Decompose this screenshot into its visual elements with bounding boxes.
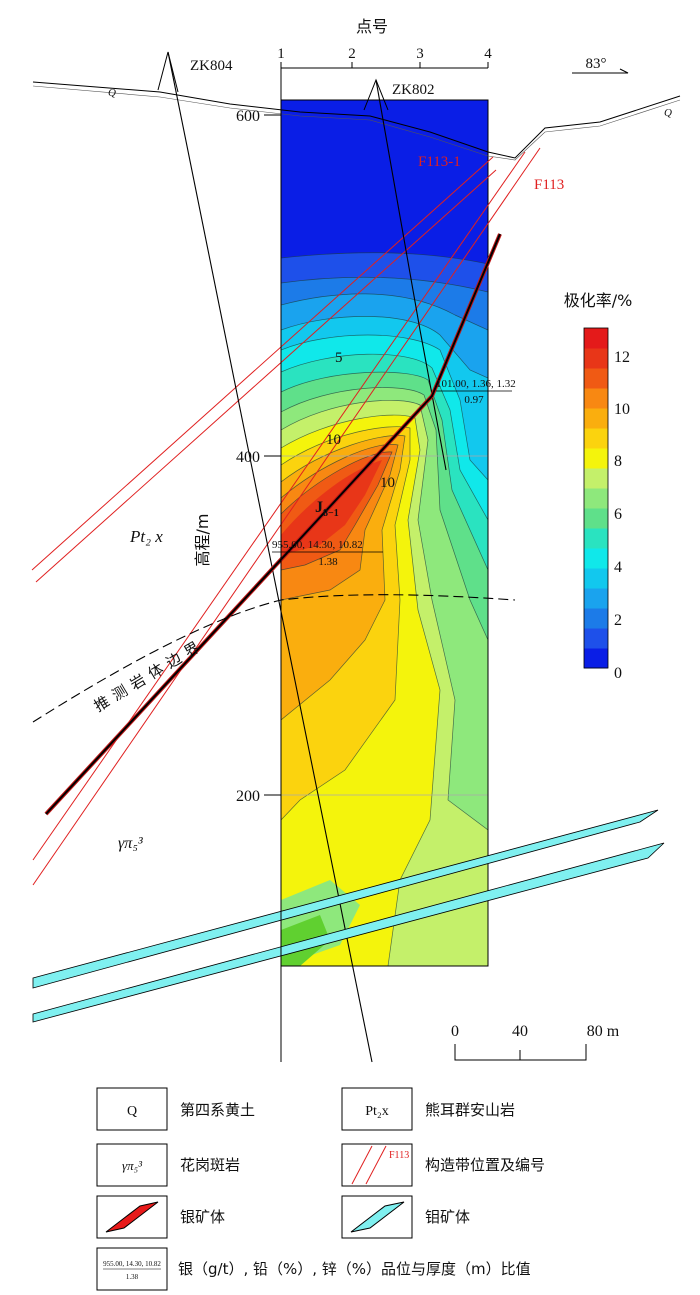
legend-symbol-q [96, 1087, 168, 1131]
drillhole-zk802-label: ZK802 [392, 82, 435, 98]
colorbar-tick-0: 0 [614, 665, 622, 682]
legend-symbol-fault-text: F113 [389, 1150, 409, 1161]
legend-symbol-pt2x [341, 1087, 413, 1131]
colorbar-tick-12: 12 [614, 349, 630, 366]
legend-label-fault-zone: 构造带位置及编号 [425, 1156, 545, 1174]
fault-f113-1-label: F113-1 [418, 154, 461, 170]
colorbar-tick-2: 2 [614, 612, 622, 629]
contour-label-5: 5 [335, 350, 343, 366]
granite-porphyry-label: γπ₅³ [118, 835, 143, 852]
scale-tick-80: 80 m [587, 1023, 620, 1040]
legend-fault-line-b [365, 1145, 387, 1185]
azimuth-arrow [572, 68, 629, 74]
colorbar-segment [584, 388, 608, 409]
elevation-tick-200: 200 [236, 788, 260, 805]
legend-symbol-fault [341, 1143, 413, 1187]
colorbar-title: 极化率/% [564, 291, 633, 310]
legend: Q 第四系黄土 Pt₂x 熊耳群安山岩 γπ₅³ 花岗斑岩 F113 构造带位置… [96, 1087, 545, 1291]
legend-ratio-bottom: 1.38 [126, 1273, 139, 1281]
point-4-label: 4 [484, 46, 492, 62]
drillhole-zk804-trace [167, 51, 373, 1063]
grade-annotation-1-bottom: 0.97 [464, 394, 484, 406]
legend-fault-line-a [351, 1145, 373, 1185]
point-2-label: 2 [348, 46, 356, 62]
topography-line-lower [32, 85, 681, 161]
colorbar-segment [584, 548, 608, 569]
grade-annotation-2-bottom: 1.38 [318, 556, 338, 568]
quaternary-label-right: Q [664, 107, 672, 119]
colorbar-segment [584, 448, 608, 469]
elevation-tick-600: 600 [236, 108, 260, 125]
quaternary-label-left: Q [108, 87, 116, 99]
grade-annotation-2-top: 955.00, 14.30, 10.82 [272, 539, 363, 551]
contour-label-10-a: 10 [326, 432, 341, 448]
colorbar-tick-8: 8 [614, 453, 622, 470]
legend-label-granite-porphyry: 花岗斑岩 [180, 1156, 240, 1174]
legend-label-molybdenum-orebody: 钼矿体 [425, 1208, 470, 1226]
colorbar-border [583, 327, 609, 669]
legend-label-quaternary: 第四系黄土 [180, 1101, 255, 1119]
colorbar-tick-10: 10 [614, 401, 630, 418]
silver-orebody [45, 233, 501, 815]
pt2x-rock-label: Pt₂ x [129, 527, 163, 546]
elevation-ticks [264, 114, 281, 796]
orebody-label: J8−1 [315, 499, 339, 519]
colorbar-segment [584, 528, 608, 549]
contour-lines [281, 252, 488, 966]
legend-label-andesite: 熊耳群安山岩 [425, 1101, 515, 1119]
colorbar-segment [584, 648, 608, 669]
orebody-name: J [315, 499, 323, 516]
legend-label-silver-orebody: 银矿体 [180, 1208, 225, 1226]
colorbar-segment [584, 588, 608, 609]
fault-f113-label: F113 [534, 177, 564, 193]
point-ticks [280, 62, 489, 68]
orebody-subscript: 8−1 [323, 508, 339, 519]
elevation-axis-label: 高程/m [193, 514, 212, 567]
scale-tick-40: 40 [512, 1023, 528, 1040]
colorbar-segments [584, 328, 608, 669]
polarizability-contour-panel [281, 100, 488, 966]
molybdenum-orebody-upper [32, 809, 659, 989]
topography-line [32, 81, 681, 159]
colorbar-segment [584, 408, 608, 429]
drillhole-zk802-trace [375, 79, 447, 471]
legend-symbol-q-text: Q [127, 1104, 137, 1119]
colorbar-segment [584, 568, 608, 589]
contour-label-10-b: 10 [380, 475, 395, 491]
colorbar-segment [584, 508, 608, 529]
colorbar-segment [584, 428, 608, 449]
colorbar-tick-6: 6 [614, 506, 622, 523]
colorbar-segment [584, 348, 608, 369]
legend-label-grade-ratio: 银（g/t）, 铅（%）, 锌（%）品位与厚度（m）比值 [178, 1260, 531, 1278]
legend-symbol-granite-text: γπ₅³ [122, 1158, 143, 1173]
grade-annotation-1-top: 101.00, 1.36, 1.32 [436, 378, 516, 390]
colorbar-segment [584, 608, 608, 629]
point-1-label: 1 [277, 46, 285, 62]
molybdenum-orebody-lower [32, 842, 665, 1023]
point-number-label: 点号 [356, 17, 388, 36]
legend-silver-shape [105, 1201, 159, 1233]
scale-bar [454, 1044, 587, 1061]
colorbar-segment [584, 468, 608, 489]
legend-molybdenum-shape [350, 1201, 405, 1233]
colorbar-tick-4: 4 [614, 559, 622, 576]
colorbar-segment [584, 628, 608, 649]
legend-symbol-granite [96, 1143, 168, 1187]
scale-tick-0: 0 [451, 1023, 459, 1040]
legend-symbol-pt2x-text: Pt₂x [365, 1104, 389, 1119]
colorbar-segment [584, 488, 608, 509]
drillhole-zk804-label: ZK804 [190, 58, 233, 74]
azimuth-label: 83° [586, 56, 607, 72]
colorbar-segment [584, 368, 608, 389]
elevation-tick-400: 400 [236, 449, 260, 466]
legend-ratio-top: 955.00, 14.30, 10.82 [103, 1260, 161, 1268]
fault-f113-1 [31, 156, 497, 583]
colorbar-segment [584, 328, 608, 349]
point-3-label: 3 [416, 46, 424, 62]
